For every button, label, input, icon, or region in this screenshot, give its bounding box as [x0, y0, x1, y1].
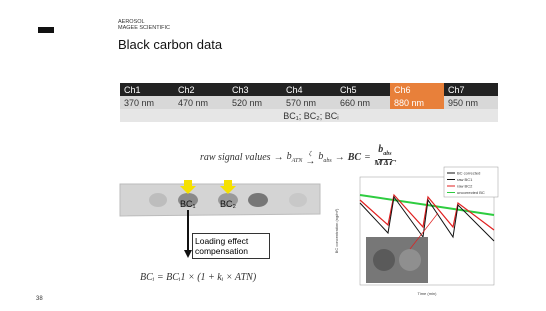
cell: 470 nm — [174, 96, 228, 109]
page-number: 38 — [36, 296, 43, 302]
cell: 370 nm — [120, 96, 174, 109]
cell: 520 nm — [228, 96, 282, 109]
formula-text: abs — [383, 151, 391, 157]
formula-text: → — [274, 152, 284, 163]
slide: AEROSOL MAGEE SCIENTIFIC Black carbon da… — [0, 0, 546, 311]
header-cell: Ch7 — [444, 83, 498, 96]
y-label: BC concentration (ng/m³) — [334, 208, 339, 253]
title: Black carbon data — [118, 37, 222, 52]
cell: 950 nm — [444, 96, 498, 109]
cell: 880 nm — [390, 96, 444, 109]
cell: 570 nm — [282, 96, 336, 109]
formula-text: raw signal values — [200, 152, 271, 163]
header-cell: Ch4 — [282, 83, 336, 96]
formula-text: babs — [378, 145, 391, 160]
arrow — [184, 250, 192, 258]
footer-row: BC₁; BC₂; BCᵢ — [120, 109, 498, 122]
header-cell: Ch1 — [120, 83, 174, 96]
legend-label: BC corrected — [457, 171, 480, 176]
spot-label: BC₁ — [180, 199, 196, 209]
formula-text: abs — [323, 158, 331, 164]
spot-label: BC₂ — [220, 199, 237, 209]
formula-text: = — [364, 152, 371, 163]
header-cell: Ch6 — [390, 83, 444, 96]
footer-cell: BC₁; BC₂; BCᵢ — [120, 109, 498, 122]
logo-icon — [38, 27, 54, 33]
formula-text: → — [305, 158, 315, 165]
brand-line: MAGEE SCIENTIFIC — [118, 25, 170, 31]
formula-bottom: BCᵢ = BCᵢ1 × (1 + kᵢ × ATN) — [140, 272, 256, 283]
formula-text: bATN — [287, 151, 303, 164]
legend-label: raw BC1 — [457, 177, 473, 182]
photo-spot — [373, 249, 395, 271]
header-cell: Ch2 — [174, 83, 228, 96]
formula-text: babs — [318, 151, 331, 164]
cell: 660 nm — [336, 96, 390, 109]
formula-text: → — [335, 152, 345, 163]
spot — [289, 193, 307, 207]
header-cell: Ch3 — [228, 83, 282, 96]
legend-label: uncorrected BC — [457, 190, 485, 195]
formula-text: ζ→ — [305, 151, 315, 165]
compensation-box: Loading effect compensation — [192, 233, 270, 259]
formula-text: BC — [348, 152, 361, 163]
spot — [149, 193, 167, 207]
brand: AEROSOL MAGEE SCIENTIFIC — [118, 19, 170, 31]
legend-label: raw BC2 — [457, 184, 473, 189]
x-label: Time (min) — [418, 291, 438, 296]
header-cell: Ch5 — [336, 83, 390, 96]
spot — [248, 193, 268, 207]
formula-text: ATN — [292, 158, 303, 164]
photo-spot — [399, 249, 421, 271]
